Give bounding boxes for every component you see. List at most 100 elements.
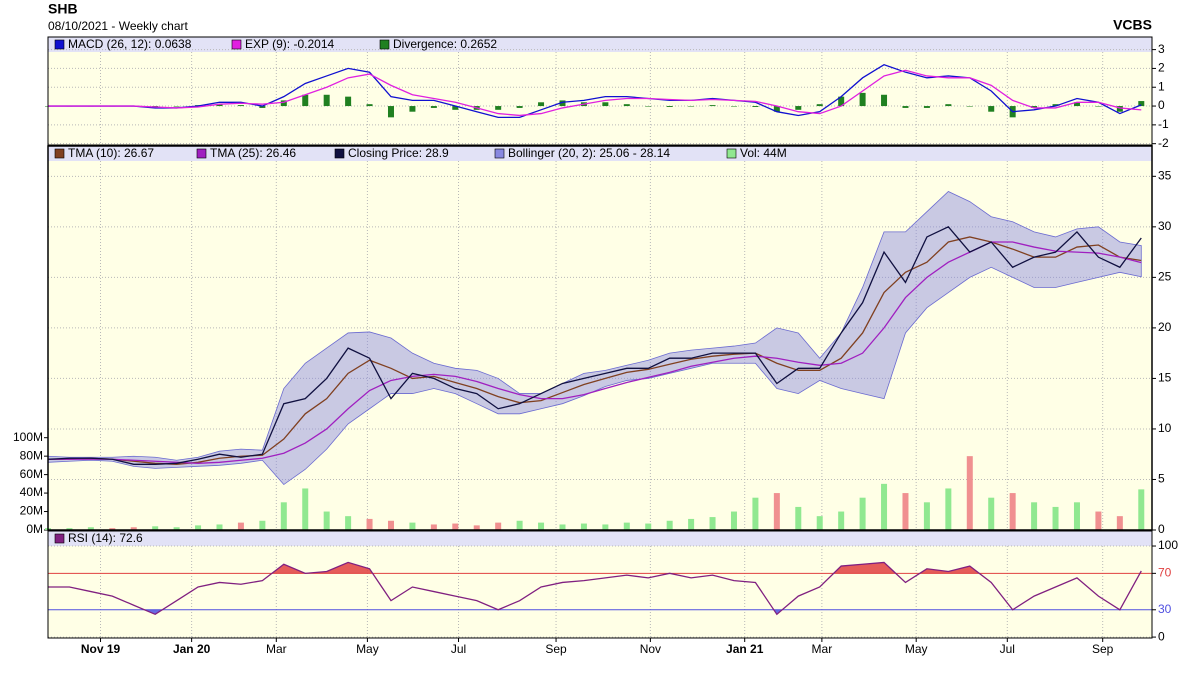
volume-bar	[645, 523, 652, 530]
volume-bar	[623, 522, 630, 530]
volume-bar	[452, 523, 459, 530]
volume-bar	[1009, 493, 1016, 530]
y-tick-label: 0	[1158, 98, 1165, 112]
divergence-bar	[1052, 104, 1059, 107]
divergence-bar	[881, 94, 888, 107]
legend-bar	[48, 531, 1152, 546]
volume-bar	[709, 517, 716, 530]
volume-bar	[816, 516, 823, 530]
y-tick-label: 0	[1158, 629, 1165, 643]
volume-bar	[945, 488, 952, 530]
divergence-bar	[495, 106, 502, 110]
volume-bar	[902, 493, 909, 530]
divergence-bar	[623, 104, 630, 107]
y-tick-label: 15	[1158, 371, 1172, 385]
x-tick-label: Sep	[545, 642, 567, 656]
bollinger-band	[47, 190, 1142, 486]
volume-bar	[795, 506, 802, 530]
divergence-bar	[345, 96, 352, 107]
x-tick-label: Jul	[451, 642, 466, 656]
legend-label: TMA (25): 26.46	[210, 146, 296, 160]
legend-label: RSI (14): 72.6	[68, 531, 143, 545]
y2-tick-label: 60M	[20, 467, 43, 481]
y-tick-label: 30	[1158, 219, 1172, 233]
volume-bar	[323, 511, 330, 530]
y-tick-label: 25	[1158, 270, 1172, 284]
divergence-bar	[173, 106, 180, 107]
y2-tick-label: 40M	[20, 485, 43, 499]
volume-bar	[752, 497, 759, 530]
series-line	[48, 63, 1142, 118]
x-tick-label: May	[356, 642, 379, 656]
volume-bar	[988, 497, 995, 530]
divergence-bar	[709, 105, 716, 107]
divergence-bar	[816, 104, 823, 107]
volume-bar	[173, 527, 180, 530]
y-tick-label: -1	[1158, 117, 1169, 131]
divergence-bar	[795, 106, 802, 110]
volume-bar	[130, 527, 137, 530]
x-tick-label: Jan 21	[726, 642, 764, 656]
panel-background	[48, 37, 1152, 145]
divergence-bar	[730, 106, 737, 107]
volume-bar	[923, 502, 930, 530]
overbought-fill	[48, 562, 1142, 574]
y-tick-label: 2	[1158, 61, 1165, 75]
divergence-bar	[1031, 106, 1038, 108]
panel-border	[47, 145, 1153, 531]
series-line	[48, 241, 1142, 464]
legend-swatch	[379, 39, 390, 50]
divergence-bar	[859, 92, 866, 107]
x-tick-label: Nov 19	[81, 642, 121, 656]
divergence-bar	[602, 102, 609, 107]
x-tick-label: May	[905, 642, 928, 656]
y-tick-label: 30	[1158, 602, 1172, 616]
volume-bar	[1031, 502, 1038, 530]
divergence-bar	[1073, 102, 1080, 107]
divergence-bar	[323, 94, 330, 107]
y-tick-label: 1	[1158, 79, 1165, 93]
divergence-bar	[366, 104, 373, 107]
volume-bar	[345, 516, 352, 530]
legend-swatch	[726, 148, 737, 159]
divergence-bar	[838, 96, 845, 107]
legend-swatch	[54, 39, 65, 50]
x-tick-label: Jan 20	[173, 642, 211, 656]
divergence-bar	[945, 104, 952, 107]
divergence-bar	[387, 106, 394, 118]
divergence-bar	[923, 106, 930, 108]
volume-bar	[409, 522, 416, 530]
y-tick-label: 5	[1158, 472, 1165, 486]
volume-bar	[1052, 506, 1059, 530]
source-label: VCBS	[1113, 17, 1152, 33]
divergence-bar	[645, 106, 652, 107]
legend-swatch	[494, 148, 505, 159]
panel-border	[47, 530, 1153, 639]
volume-bar	[966, 456, 973, 530]
series-line	[47, 226, 1142, 465]
legend-swatch	[54, 148, 65, 159]
legend-swatch	[54, 533, 65, 544]
legend-swatch	[196, 148, 207, 159]
y2-tick-label: 0M	[26, 522, 43, 536]
divergence-bar	[902, 106, 909, 108]
divergence-bar	[302, 94, 309, 107]
divergence-bar	[237, 105, 244, 107]
volume-bar	[495, 522, 502, 530]
volume-bar	[152, 526, 159, 530]
x-tick-label: Sep	[1092, 642, 1114, 656]
divergence-bar	[688, 106, 695, 107]
volume-bar	[66, 528, 73, 530]
panel-border	[47, 36, 1153, 146]
divergence-bar	[409, 106, 416, 112]
legend-label: Closing Price: 28.9	[348, 146, 449, 160]
divergence-bar	[1116, 106, 1123, 112]
volume-bar	[430, 524, 437, 530]
divergence-bar	[538, 102, 545, 107]
y-tick-label: 70	[1158, 566, 1172, 580]
legend-label: MACD (26, 12): 0.0638	[68, 37, 192, 51]
volume-bar	[1116, 516, 1123, 530]
volume-bar	[688, 518, 695, 530]
volume-bar	[1073, 502, 1080, 530]
volume-bar	[87, 527, 94, 530]
